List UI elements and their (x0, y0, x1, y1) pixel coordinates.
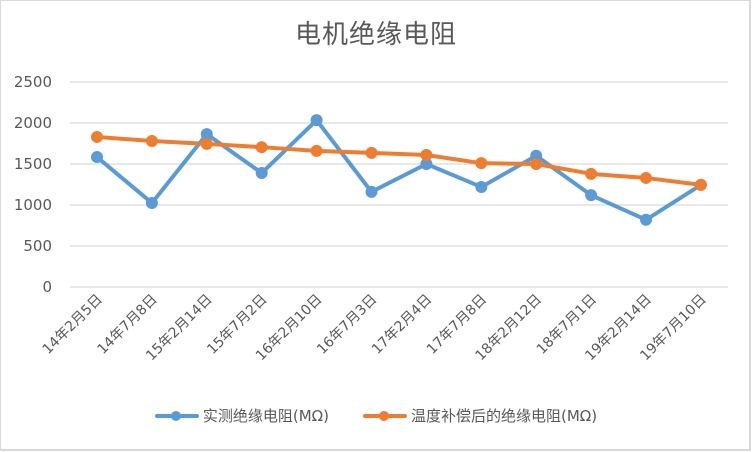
data-point[interactable] (200, 137, 213, 150)
gridlines (70, 81, 728, 288)
legend-item-measured[interactable]: 实测绝缘电阻(MΩ) (154, 405, 329, 426)
data-point[interactable] (694, 178, 707, 191)
legend: 实测绝缘电阻(MΩ) 温度补偿后的绝缘电阻(MΩ) (0, 405, 752, 426)
data-point[interactable] (585, 189, 598, 202)
data-point[interactable] (475, 157, 488, 170)
data-point[interactable] (91, 130, 103, 143)
y-tick-label: 1500 (14, 155, 52, 173)
legend-dot-compensated (378, 410, 389, 421)
series-line-0 (95, 118, 703, 222)
data-point[interactable] (530, 149, 543, 162)
y-tick-label: 2000 (14, 114, 52, 132)
y-tick-label: 2500 (14, 73, 52, 91)
legend-marker-icon (362, 409, 407, 423)
data-point[interactable] (145, 135, 158, 148)
series-lines (91, 114, 707, 226)
data-point[interactable] (420, 148, 433, 161)
x-axis-ticks: 14年2月5日14年7月8日15年2月14日15年7月2日16年2月10日16年… (40, 292, 710, 365)
legend-dot-measured (170, 410, 181, 421)
data-point[interactable] (200, 128, 213, 141)
chart-title: 电机绝缘电阻 (294, 20, 457, 50)
data-point[interactable] (310, 114, 323, 127)
series-line-1 (95, 134, 703, 187)
data-point[interactable] (365, 146, 378, 159)
legend-item-compensated[interactable]: 温度补偿后的绝缘电阻(MΩ) (362, 405, 598, 426)
data-point[interactable] (585, 167, 598, 180)
data-point[interactable] (91, 151, 103, 164)
legend-label-compensated: 温度补偿后的绝缘电阻(MΩ) (410, 407, 598, 425)
data-point[interactable] (640, 171, 652, 184)
legend-label-measured: 实测绝缘电阻(MΩ) (202, 407, 329, 425)
data-point[interactable] (365, 185, 378, 198)
y-tick-label: 0 (42, 278, 52, 296)
legend-marker-icon (154, 409, 199, 423)
data-point[interactable] (255, 141, 268, 154)
data-point[interactable] (255, 167, 268, 180)
data-point[interactable] (145, 196, 158, 209)
data-point[interactable] (530, 158, 543, 170)
y-axis-ticks: 0 500 1000 1500 2000 2500 (14, 73, 52, 296)
data-point[interactable] (640, 213, 652, 226)
data-point[interactable] (310, 144, 323, 157)
y-tick-label: 500 (23, 237, 52, 255)
data-point[interactable] (475, 180, 488, 193)
y-tick-label: 1000 (14, 196, 52, 214)
data-point[interactable] (420, 158, 433, 170)
